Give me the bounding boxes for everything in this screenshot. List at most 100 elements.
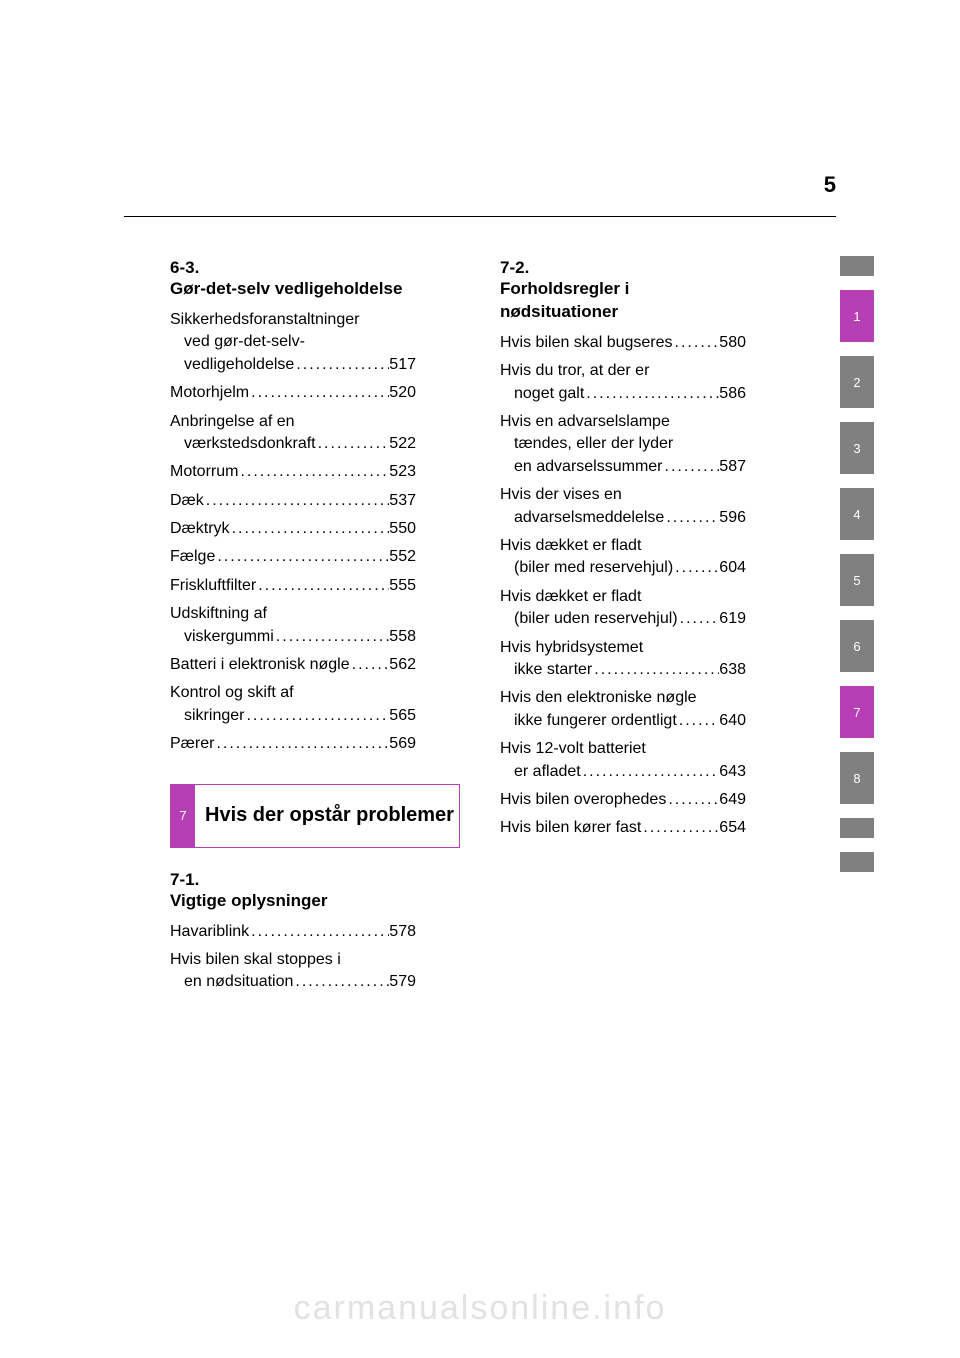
side-tab-2: 2 [840, 356, 874, 408]
watermark: carmanualsonline.info [0, 1289, 960, 1328]
toc-leader-dots: ........................................… [584, 383, 719, 405]
right-column: 7-2. Forholdsregler i nødsituationer Hvi… [500, 258, 790, 1000]
side-tab-blank [840, 256, 874, 276]
toc-leader-dots: ........................................… [204, 490, 390, 512]
toc-leader-dots: ........................................… [677, 710, 720, 732]
toc-item: Batteri i elektronisk nøgle ............… [170, 654, 416, 676]
toc-label-text: Dæk [170, 490, 204, 512]
toc-leader-dots: ........................................… [673, 557, 719, 579]
toc-leader-dots: ........................................… [256, 575, 389, 597]
toc-label-last-line: Motorhjelm .............................… [170, 382, 416, 404]
section-number: 7-2. [500, 258, 544, 278]
toc-item: Hvis dækket er fladt(biler med reservehj… [500, 535, 746, 580]
toc-leader-dots: ........................................… [350, 654, 390, 676]
toc-label-last-line: sikringer ..............................… [170, 705, 416, 727]
toc-item: Hvis bilen skal bugseres ...............… [500, 332, 746, 354]
toc-page-number: 643 [719, 761, 746, 783]
toc-leader-dots: ........................................… [238, 461, 389, 483]
toc-label-line: Hvis der vises en [500, 484, 746, 506]
side-tab-4: 4 [840, 488, 874, 540]
toc-page-number: 586 [719, 383, 746, 405]
toc-label-text: (biler uden reservehjul) [514, 608, 678, 630]
toc-page-number: 619 [719, 608, 746, 630]
toc-label-text: Havariblink [170, 921, 249, 943]
toc-label-last-line: Dæk ....................................… [170, 490, 416, 512]
toc-label-text: en advarselssummer [514, 456, 663, 478]
toc-item: Hvis den elektroniske nøgleikke fungerer… [500, 687, 746, 732]
toc-leader-dots: ........................................… [274, 626, 390, 648]
toc-item: Dæk ....................................… [170, 490, 416, 512]
toc-label-text: Pærer [170, 733, 214, 755]
toc-page-number: 587 [719, 456, 746, 478]
toc-item: Hvis bilen kører fast ..................… [500, 817, 746, 839]
toc-label-last-line: Motorrum ...............................… [170, 461, 416, 483]
chapter-box: 7 Hvis der opstår problemer [170, 784, 460, 848]
side-tab-5: 5 [840, 554, 874, 606]
toc-item: Hvis 12-volt batterieter afladet .......… [500, 738, 746, 783]
toc-page-number: 520 [389, 382, 416, 404]
toc-page-number: 550 [389, 518, 416, 540]
toc-page-number: 649 [719, 789, 746, 811]
toc-page-number: 640 [719, 710, 746, 732]
toc-label-last-line: Pærer ..................................… [170, 733, 416, 755]
toc-label-line: Hvis hybridsystemet [500, 637, 746, 659]
section-7-1: 7-1. Vigtige oplysninger Havariblink ...… [170, 870, 460, 1000]
toc-label-line: Hvis den elektroniske nøgle [500, 687, 746, 709]
toc-label-text: Motorhjelm [170, 382, 249, 404]
toc-label-last-line: (biler uden reservehjul) ...............… [500, 608, 746, 630]
toc-label-line: Sikkerhedsforanstaltninger [170, 309, 416, 331]
side-tab-blank [840, 818, 874, 838]
toc-leader-dots: ........................................… [316, 433, 390, 455]
toc-leader-dots: ........................................… [663, 456, 720, 478]
toc-label-text: advarselsmeddelelse [514, 507, 664, 529]
toc-label-text: ikke starter [514, 659, 592, 681]
toc-label-last-line: (biler med reservehjul) ................… [500, 557, 746, 579]
toc-item: Dæktryk ................................… [170, 518, 416, 540]
chapter-title: Hvis der opstår problemer [195, 785, 459, 847]
toc-page-number: 565 [389, 705, 416, 727]
content-columns: 6-3. Gør-det-selv vedligeholdelse Sikker… [170, 258, 790, 1000]
toc-item: Motorrum ...............................… [170, 461, 416, 483]
toc-list: Sikkerhedsforanstaltningerved gør-det-se… [170, 309, 416, 756]
toc-leader-dots: ........................................… [294, 354, 389, 376]
toc-label-text: vedligeholdelse [184, 354, 294, 376]
toc-label-last-line: værkstedsdonkraft ......................… [170, 433, 416, 455]
toc-page-number: 537 [389, 490, 416, 512]
toc-label-line: Hvis bilen skal stoppes i [170, 949, 416, 971]
toc-item: Udskiftning afviskergummi ..............… [170, 603, 416, 648]
toc-page-number: 562 [389, 654, 416, 676]
toc-label-text: Friskluftfilter [170, 575, 256, 597]
side-tabs: 12345678 [840, 256, 874, 886]
toc-label-last-line: en advarselssummer .....................… [500, 456, 746, 478]
toc-label-line: Hvis en advarselslampe [500, 411, 746, 433]
toc-label-last-line: advarselsmeddelelse ....................… [500, 507, 746, 529]
toc-label-text: noget galt [514, 383, 584, 405]
toc-page-number: 604 [719, 557, 746, 579]
toc-page-number: 555 [389, 575, 416, 597]
toc-label-last-line: Havariblink ............................… [170, 921, 416, 943]
toc-label-text: Motorrum [170, 461, 238, 483]
toc-item: Hvis en advarselslampetændes, eller der … [500, 411, 746, 478]
toc-label-text: Hvis bilen skal bugseres [500, 332, 673, 354]
toc-label-text: Fælge [170, 546, 215, 568]
toc-leader-dots: ........................................… [214, 733, 389, 755]
toc-label-text: en nødsituation [184, 971, 293, 993]
toc-item: Hvis du tror, at der ernoget galt ......… [500, 360, 746, 405]
toc-item: Havariblink ............................… [170, 921, 416, 943]
toc-label-last-line: Hvis bilen overophedes .................… [500, 789, 746, 811]
toc-item: Hvis bilen overophedes .................… [500, 789, 746, 811]
toc-leader-dots: ........................................… [673, 332, 720, 354]
section-number: 7-1. [170, 870, 214, 890]
toc-label-text: værkstedsdonkraft [184, 433, 316, 455]
toc-label-line: Hvis dækket er fladt [500, 586, 746, 608]
toc-leader-dots: ........................................… [592, 659, 719, 681]
toc-label-line: Kontrol og skift af [170, 682, 416, 704]
toc-label-last-line: en nødsituation ........................… [170, 971, 416, 993]
toc-page-number: 654 [719, 817, 746, 839]
side-tab-7: 7 [840, 686, 874, 738]
toc-page-number: 552 [389, 546, 416, 568]
toc-label-text: ikke fungerer ordentligt [514, 710, 677, 732]
side-tab-8: 8 [840, 752, 874, 804]
toc-label-text: Hvis bilen overophedes [500, 789, 666, 811]
toc-leader-dots: ........................................… [678, 608, 720, 630]
